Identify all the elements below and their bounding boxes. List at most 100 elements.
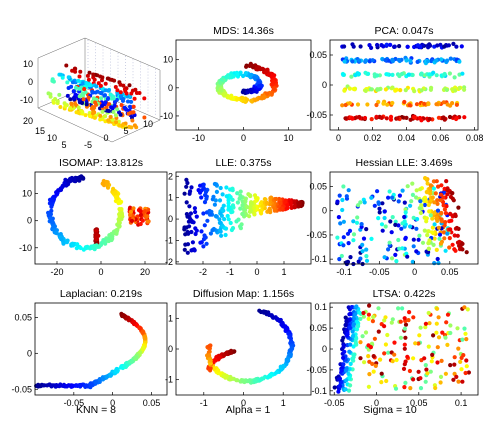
pca-title: PCA: 0.047s — [375, 25, 434, 37]
ltsa-point-209 — [392, 340, 397, 345]
laplacian-point-304 — [84, 383, 89, 388]
hessian_lle-point-311 — [410, 259, 415, 264]
ltsa-point-91 — [430, 352, 435, 357]
diffusion_map-point-303 — [286, 358, 291, 363]
pca-point-173 — [457, 85, 462, 91]
hessian_lle-point-187 — [397, 246, 402, 251]
mds-ytick-label: -10 — [160, 111, 173, 121]
hessian_lle-point-39 — [464, 250, 469, 255]
original-point-309 — [57, 92, 62, 97]
original-point-285 — [77, 86, 82, 91]
ltsa-point-42 — [366, 316, 371, 321]
mds-point-309 — [248, 89, 253, 94]
laplacian-point-267 — [100, 375, 105, 380]
lle-axes-box — [175, 171, 312, 265]
diffusion_map-point-318 — [207, 344, 212, 349]
hessian_lle-point-232 — [364, 247, 369, 252]
cube-edge — [37, 37, 86, 59]
hessian_lle-point-27 — [351, 238, 356, 243]
lle-point-180 — [225, 213, 230, 219]
laplacian-point-281 — [137, 350, 142, 355]
original-point-199 — [111, 110, 116, 114]
lle-point-151 — [213, 214, 218, 219]
hessian_lle-point-178 — [433, 191, 438, 196]
ltsa-point-152 — [343, 315, 348, 320]
hessian_lle-point-239 — [447, 236, 452, 241]
ltsa-point-147 — [436, 315, 441, 320]
pca-point-248 — [412, 115, 418, 120]
hessian_lle-point-291 — [438, 192, 444, 197]
laplacian-point-309 — [130, 359, 135, 364]
ltsa-point-66 — [386, 350, 391, 355]
original-point-333 — [98, 83, 103, 88]
pca-point-224 — [434, 102, 439, 107]
ltsa-point-186 — [398, 335, 403, 340]
lle-point-108 — [211, 194, 216, 199]
original-point-99 — [106, 118, 111, 123]
original-point-166 — [103, 81, 108, 86]
lle-point-292 — [208, 231, 213, 236]
original-point-329 — [85, 73, 90, 78]
ltsa-point-281 — [394, 357, 399, 363]
pca-point-306 — [447, 114, 453, 120]
original-ztick-label: 0 — [28, 77, 33, 87]
ltsa-point-221 — [358, 340, 363, 345]
hessian_lle-point-309 — [432, 200, 437, 205]
hessian_lle-point-134 — [414, 188, 419, 193]
hessian_lle-point-305 — [426, 246, 431, 251]
hessian_lle-point-145 — [356, 259, 361, 264]
isomap-point-284 — [129, 218, 134, 223]
laplacian-point-319 — [141, 345, 146, 350]
ltsa-point-37 — [366, 312, 371, 317]
mds-xtick-label: 0 — [241, 133, 246, 143]
original-point-274 — [125, 94, 130, 99]
isomap-point-315 — [50, 198, 55, 203]
ltsa-point-240 — [459, 367, 464, 372]
lle-point-290 — [277, 196, 282, 202]
panel-diffusion_map: Diffusion Map: 1.156s -1 0 1 1 0 -1 — [165, 288, 312, 408]
ltsa-point-280 — [366, 354, 371, 359]
ltsa-point-47 — [427, 321, 432, 326]
lle-point-289 — [199, 229, 204, 234]
ltsa-point-0 — [366, 384, 371, 389]
hessian_lle-point-166 — [405, 184, 410, 189]
lle-point-318 — [297, 201, 302, 206]
hessian_lle-point-214 — [430, 216, 435, 221]
ltsa-point-316 — [372, 336, 377, 341]
isomap-point-199 — [52, 223, 57, 229]
hessian_lle-point-315 — [439, 217, 444, 222]
original-xtick-label: 20 — [23, 116, 33, 126]
isomap-point-210 — [131, 206, 136, 211]
ltsa-point-274 — [398, 319, 403, 324]
isomap-point-316 — [109, 235, 114, 240]
panel-mds: MDS: 14.36s -10 0 10 10 0 -10 — [160, 25, 312, 143]
diffusion_map-xtick-label: 0 — [241, 398, 246, 408]
lle-point-210 — [238, 206, 243, 211]
lle-point-8 — [219, 233, 224, 238]
original-point-291 — [80, 101, 85, 105]
diffusion_map-point-257 — [270, 314, 275, 319]
original-point-335 — [72, 95, 77, 100]
lle-point-287 — [212, 181, 217, 187]
isomap-point-302 — [145, 214, 150, 219]
mds-point-315 — [231, 74, 236, 79]
hessian_lle-point-20 — [364, 227, 369, 232]
ltsa-point-142 — [402, 342, 407, 347]
hessian_lle-point-129 — [432, 261, 437, 266]
lle-point-298 — [274, 196, 279, 202]
mds-point-276 — [272, 86, 277, 91]
ltsa-point-160 — [349, 305, 354, 310]
hessian_lle-point-274 — [418, 199, 423, 204]
hessian_lle-point-277 — [436, 225, 441, 230]
hessian_lle-point-263 — [443, 220, 448, 225]
hessian_lle-point-154 — [442, 223, 447, 228]
pca-point-259 — [390, 100, 395, 106]
laplacian-point-271 — [104, 374, 109, 379]
mds-title: MDS: 14.36s — [213, 25, 274, 37]
diffusion_map-point-311 — [253, 379, 258, 384]
pca-point-114 — [446, 43, 451, 48]
isomap-ytick-label: -10 — [19, 243, 32, 253]
pca-point-253 — [384, 72, 389, 77]
original-point-197 — [65, 93, 70, 98]
